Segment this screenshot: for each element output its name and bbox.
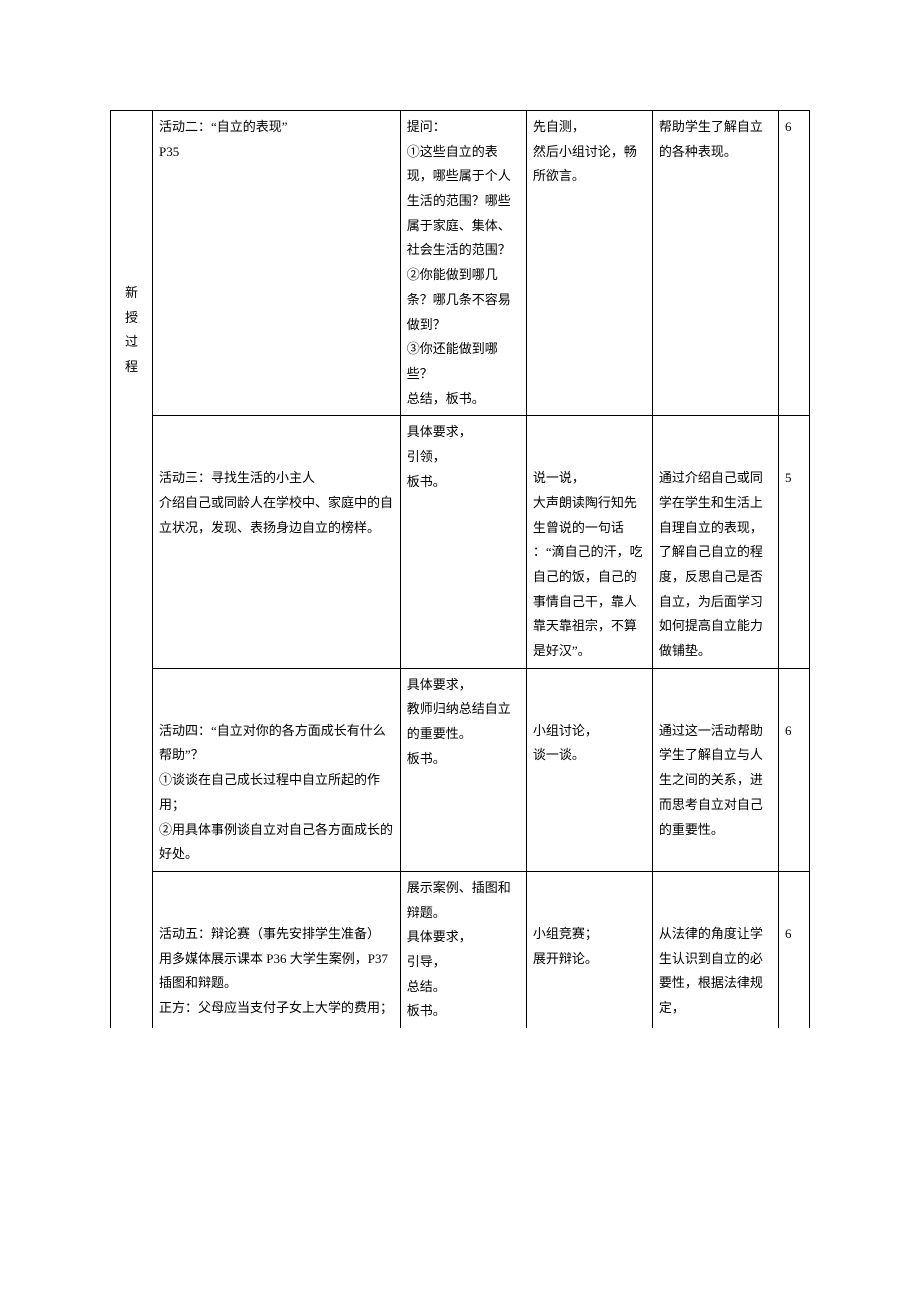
page-container: 新 授 过 程 活动二：“自立的表现”P35 提问：①这些自立的表现，哪些属于个… [0, 0, 920, 1068]
intent-cell: 帮助学生了解自立的各种表现。 [652, 111, 778, 416]
student-text: 先自测，然后小组讨论，畅所欲言。 [533, 119, 637, 183]
activity-cell: 活动二：“自立的表现”P35 [153, 111, 401, 416]
teacher-text: 具体要求，引领，板书。 [407, 424, 472, 488]
activity-text: 活动四：“自立对你的各方面成长有什么帮助”？①谈谈在自己成长过程中自立所起的作用… [159, 723, 393, 861]
intent-text: 通过这一活动帮助学生了解自立与人生之间的关系，进而思考自立对自己的重要性。 [659, 723, 763, 837]
intent-cell: 通过这一活动帮助学生了解自立与人生之间的关系，进而思考自立对自己的重要性。 [652, 668, 778, 871]
activity-cell: 活动四：“自立对你的各方面成长有什么帮助”？①谈谈在自己成长过程中自立所起的作用… [153, 668, 401, 871]
stage-char: 授 [117, 306, 146, 331]
student-cell: 先自测，然后小组讨论，畅所欲言。 [526, 111, 652, 416]
student-text: 小组讨论，谈一谈。 [533, 723, 598, 763]
teacher-cell: 具体要求，教师归纳总结自立的重要性。板书。 [400, 668, 526, 871]
student-cell: 小组讨论，谈一谈。 [526, 668, 652, 871]
time-cell: 6 [778, 668, 809, 871]
student-cell: 小组竞赛；展开辩论。 [526, 871, 652, 1028]
teacher-cell: 提问：①这些自立的表现，哪些属于个人生活的范围？哪些属于家庭、集体、社会生活的范… [400, 111, 526, 416]
intent-text: 帮助学生了解自立的各种表现。 [659, 119, 763, 159]
table-row: 活动四：“自立对你的各方面成长有什么帮助”？①谈谈在自己成长过程中自立所起的作用… [111, 668, 810, 871]
time-text: 6 [785, 119, 792, 134]
time-cell: 5 [778, 416, 809, 669]
time-text: 6 [785, 926, 792, 941]
lesson-plan-table: 新 授 过 程 活动二：“自立的表现”P35 提问：①这些自立的表现，哪些属于个… [110, 110, 810, 1028]
table-row: 活动三：寻找生活的小主人介绍自己或同龄人在学校中、家庭中的自立状况，发现、表扬身… [111, 416, 810, 669]
teacher-text: 提问：①这些自立的表现，哪些属于个人生活的范围？哪些属于家庭、集体、社会生活的范… [407, 119, 511, 406]
activity-cell: 活动三：寻找生活的小主人介绍自己或同龄人在学校中、家庭中的自立状况，发现、表扬身… [153, 416, 401, 669]
time-text: 5 [785, 470, 792, 485]
student-text: 小组竞赛；展开辩论。 [533, 926, 598, 966]
teacher-cell: 具体要求，引领，板书。 [400, 416, 526, 669]
teacher-text: 展示案例、插图和辩题。具体要求，引导，总结。板书。 [407, 880, 511, 1018]
time-cell: 6 [778, 871, 809, 1028]
activity-text: 活动二：“自立的表现”P35 [159, 119, 288, 159]
student-text: 说一说，大声朗读陶行知先生曾说的一句话：“滴自己的汗，吃自己的饭，自己的事情自己… [533, 470, 643, 658]
intent-cell: 通过介绍自己或同学在学生和生活上自理自立的表现，了解自己自立的程度，反思自己是否… [652, 416, 778, 669]
time-text: 6 [785, 723, 792, 738]
activity-cell: 活动五：辩论赛（事先安排学生准备）用多媒体展示课本 P36 大学生案例，P37插… [153, 871, 401, 1028]
teacher-cell: 展示案例、插图和辩题。具体要求，引导，总结。板书。 [400, 871, 526, 1028]
time-cell: 6 [778, 111, 809, 416]
table-row: 活动五：辩论赛（事先安排学生准备）用多媒体展示课本 P36 大学生案例，P37插… [111, 871, 810, 1028]
activity-text: 活动三：寻找生活的小主人介绍自己或同龄人在学校中、家庭中的自立状况，发现、表扬身… [159, 470, 393, 534]
stage-label-cell: 新 授 过 程 [111, 111, 153, 1029]
stage-char: 过 [117, 330, 146, 355]
intent-text: 从法律的角度让学生认识到自立的必要性，根据法律规定， [659, 926, 763, 1015]
activity-text: 活动五：辩论赛（事先安排学生准备）用多媒体展示课本 P36 大学生案例，P37插… [159, 926, 393, 1015]
teacher-text: 具体要求，教师归纳总结自立的重要性。板书。 [407, 677, 511, 766]
stage-char: 新 [117, 281, 146, 306]
intent-text: 通过介绍自己或同学在学生和生活上自理自立的表现，了解自己自立的程度，反思自己是否… [659, 470, 763, 658]
stage-char: 程 [117, 355, 146, 380]
student-cell: 说一说，大声朗读陶行知先生曾说的一句话：“滴自己的汗，吃自己的饭，自己的事情自己… [526, 416, 652, 669]
intent-cell: 从法律的角度让学生认识到自立的必要性，根据法律规定， [652, 871, 778, 1028]
table-row: 新 授 过 程 活动二：“自立的表现”P35 提问：①这些自立的表现，哪些属于个… [111, 111, 810, 416]
